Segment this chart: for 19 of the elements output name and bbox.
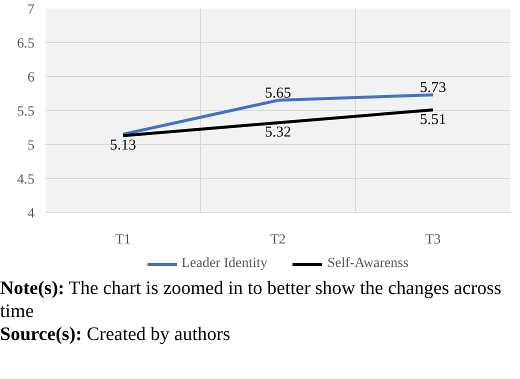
y-tick-label: 5.5 — [17, 104, 34, 120]
data-label: 5.65 — [264, 85, 292, 102]
y-tick-label: 6.5 — [17, 36, 34, 52]
legend-label: Self-Awarenss — [327, 256, 409, 272]
x-tick-label: T1 — [115, 232, 131, 248]
data-label: 5.73 — [420, 80, 446, 96]
y-tick-label: 4 — [28, 206, 34, 222]
legend-label: Leader Identity — [181, 256, 268, 272]
source-note: Source(s): Created by authors — [0, 324, 230, 345]
text: Note(s): The chart is zoomed in to better show the changes across time — [0, 278, 502, 322]
x-tick-label: T2 — [270, 232, 286, 248]
data-label: 5.51 — [420, 112, 446, 128]
y-tick-label: 7 — [28, 2, 34, 18]
y-tick-label: 6 — [28, 70, 34, 86]
y-tick-label: 5 — [28, 138, 34, 154]
y-tick-label: 4.5 — [17, 172, 34, 188]
x-tick-label: T3 — [425, 232, 441, 248]
data-label: 5.13 — [110, 138, 136, 154]
data-label: 5.32 — [264, 124, 292, 141]
